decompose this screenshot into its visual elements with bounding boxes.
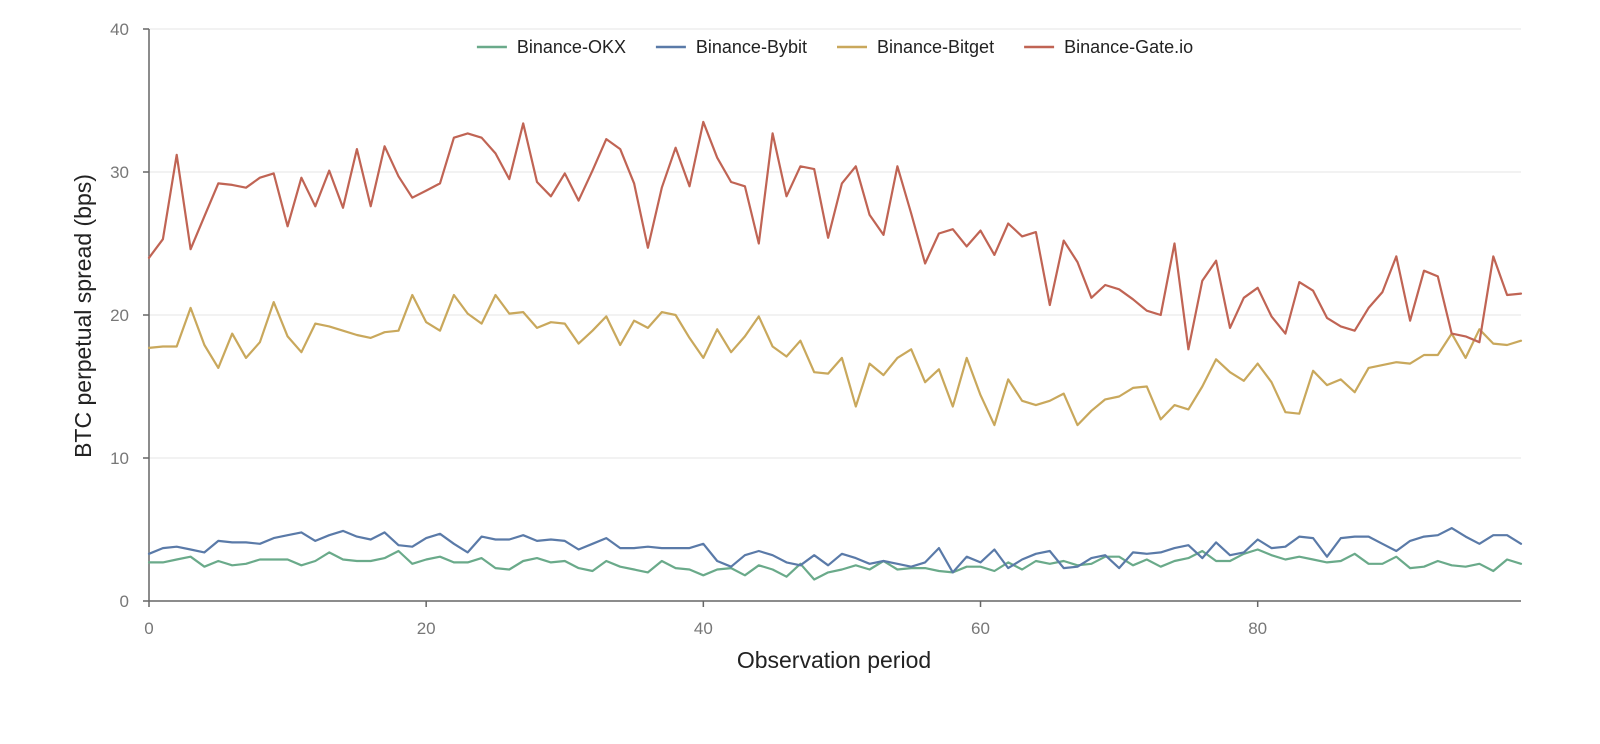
legend-label: Binance-OKX <box>517 37 626 57</box>
y-tick-label: 40 <box>110 20 129 39</box>
x-tick-label: 60 <box>971 619 990 638</box>
legend-item: Binance-Bybit <box>655 37 807 57</box>
series-line-binance-bitget <box>147 293 1523 427</box>
y-axis-label: BTC perpetual spread (bps) <box>70 174 96 458</box>
legend-label: Binance-Bitget <box>877 37 994 57</box>
legend-item: Binance-OKX <box>476 37 626 57</box>
x-tick-label: 40 <box>694 619 713 638</box>
y-axis-ticks: 0 10 20 30 40 <box>110 20 149 611</box>
legend-item: Binance-Bitget <box>837 37 994 57</box>
x-tick-label: 80 <box>1248 619 1267 638</box>
legend-label: Binance-Bybit <box>696 37 807 57</box>
series-line-binance-bybit <box>147 526 1523 574</box>
series-line-binance-gate-io <box>147 120 1523 351</box>
y-tick-label: 0 <box>120 592 129 611</box>
x-tick-label: 0 <box>144 619 153 638</box>
grid-lines <box>149 28 1521 459</box>
x-tick-label: 20 <box>417 619 436 638</box>
y-tick-label: 10 <box>110 449 129 468</box>
legend-item: Binance-Gate.io <box>1024 37 1193 57</box>
y-tick-label: 30 <box>110 163 129 182</box>
series-line-binance-okx <box>147 548 1523 581</box>
x-axis-label: Observation period <box>737 647 931 673</box>
y-tick-label: 20 <box>110 306 129 325</box>
x-axis-ticks: 0 20 40 60 80 <box>144 601 1267 638</box>
legend: Binance-OKX Binance-Bybit Binance-Bitget Bi… <box>476 37 1193 57</box>
series-lines <box>147 120 1523 581</box>
legend-label: Binance-Gate.io <box>1064 37 1193 57</box>
